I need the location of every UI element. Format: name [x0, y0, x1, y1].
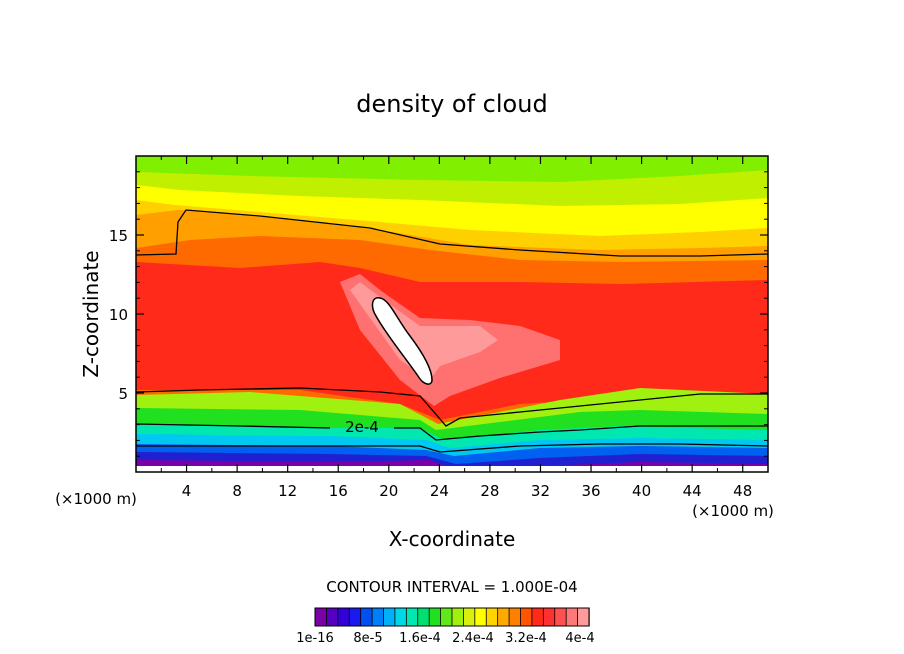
colorbar-swatch	[520, 607, 533, 627]
colorbar-label: 3.2e-4	[505, 631, 547, 646]
x-axis-label: X-coordinate	[389, 527, 516, 551]
colorbar-frame	[314, 607, 590, 627]
colorbar-swatch	[428, 607, 442, 627]
x-tick-label: 12	[278, 482, 297, 500]
colorbar-swatch	[337, 607, 350, 627]
colorbar-swatch	[451, 607, 465, 627]
y-tick-label: 15	[109, 227, 128, 245]
x-tick-label: 8	[232, 482, 242, 500]
contour-line-low	[136, 443, 768, 453]
colorbar-swatch	[440, 607, 453, 627]
plot-field	[136, 156, 768, 472]
cloud-core-outline	[371, 297, 433, 385]
colorbar-label: 8e-5	[353, 631, 382, 646]
x-tick-label: 4	[182, 482, 192, 500]
colorbar-swatch	[485, 607, 499, 627]
contour-line-5	[136, 387, 768, 427]
colorbar-swatch	[565, 607, 579, 627]
colorbar-swatch	[554, 607, 567, 627]
colorbar-swatch	[474, 607, 487, 627]
band-bottom-white	[136, 466, 768, 472]
colorbar-label: 4e-4	[565, 631, 594, 646]
x-tick-label: 44	[683, 482, 702, 500]
x-unit-label: (×1000 m)	[692, 502, 774, 520]
colorbar-label: 1e-16	[296, 631, 334, 646]
y-axis-label: Z-coordinate	[79, 250, 103, 377]
x-tick-label: 24	[430, 482, 449, 500]
colorbar-swatch	[348, 607, 362, 627]
colorbar-swatch	[497, 607, 510, 627]
x-tick-label: 40	[632, 482, 651, 500]
contour-line-2e4	[136, 423, 768, 441]
x-tick-label: 28	[480, 482, 499, 500]
colorbar-labels: 1e-16 8e-5 1.6e-4 2.4e-4 3.2e-4 4e-4	[296, 631, 594, 646]
x-tick-label: 20	[379, 482, 398, 500]
colorbar-label: 1.6e-4	[399, 631, 441, 646]
x-tick-label: 32	[531, 482, 550, 500]
colorbar-label: 2.4e-4	[452, 631, 494, 646]
contour-label: 2e-4	[345, 418, 379, 436]
x-tick-label: 16	[329, 482, 348, 500]
colorbar-swatch	[508, 607, 522, 627]
colorbar-swatch	[360, 607, 373, 627]
y-unit-label: (×1000 m)	[55, 490, 137, 508]
colorbar-swatch	[371, 607, 385, 627]
contour-line-top	[136, 209, 768, 257]
colorbar-swatch	[394, 607, 408, 627]
colorbar-swatch	[314, 607, 328, 627]
colorbar-swatch	[383, 607, 396, 627]
colorbar-swatch	[326, 607, 339, 627]
y-axis-ticks: 5 10 15	[109, 171, 768, 457]
colorbar-swatch	[542, 607, 556, 627]
colorbar-swatch	[463, 607, 476, 627]
contour-interval-label: CONTOUR INTERVAL = 1.000E-04	[326, 578, 577, 596]
chart-title: density of cloud	[356, 90, 547, 118]
y-tick-label: 10	[109, 306, 128, 324]
colorbar-swatch	[417, 607, 430, 627]
colorbar-swatch	[405, 607, 419, 627]
x-axis-ticks: 4 8 12 16 20 24 28 32 36 40 44 48	[160, 156, 752, 500]
colorbar-swatch	[577, 607, 590, 627]
colorbar-swatch	[531, 607, 545, 627]
x-tick-label: 36	[581, 482, 600, 500]
y-tick-label: 5	[118, 385, 128, 403]
colorbar	[314, 607, 590, 627]
x-tick-label: 48	[733, 482, 752, 500]
